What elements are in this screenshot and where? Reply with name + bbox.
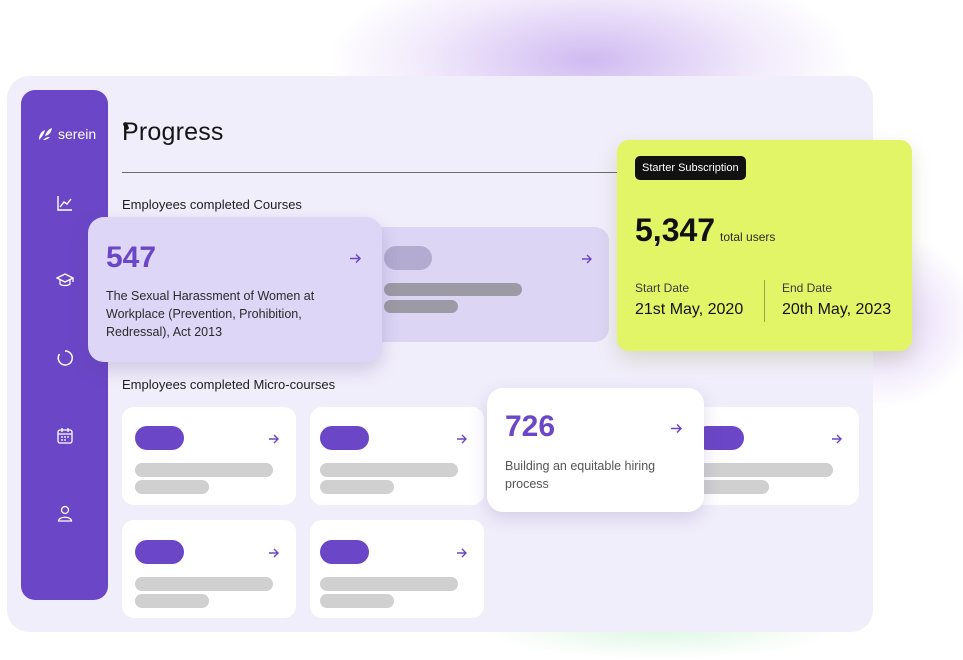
total-users-label: total users (720, 230, 776, 244)
featured-micro-course-card[interactable]: 726 Building an equitable hiring process (487, 388, 704, 512)
total-users-count: 5,347 (635, 212, 716, 248)
user-icon[interactable] (56, 504, 74, 522)
featured-course-card[interactable]: 547 The Sexual Harassment of Women at Wo… (88, 217, 382, 362)
placeholder-pill (320, 426, 369, 450)
placeholder-line (320, 594, 394, 608)
subscription-card: Starter Subscription 5,347 total users S… (617, 140, 912, 351)
micro-course-card[interactable] (122, 407, 296, 505)
brand-logo[interactable]: serein (37, 126, 96, 142)
arrow-right-icon[interactable] (349, 253, 362, 264)
arrow-right-icon[interactable] (456, 434, 468, 444)
end-date-value: 20th May, 2023 (782, 301, 892, 318)
arrow-right-icon[interactable] (670, 423, 683, 434)
date-separator (764, 280, 765, 322)
placeholder-line (384, 300, 458, 313)
micro-course-title: Building an equitable hiring process (505, 459, 656, 491)
placeholder-line (135, 577, 273, 591)
micro-course-card[interactable] (685, 407, 859, 505)
arrow-right-icon[interactable] (268, 434, 280, 444)
subscription-badge: Starter Subscription (635, 156, 746, 180)
calendar-icon[interactable] (56, 427, 74, 445)
micro-course-card[interactable] (310, 520, 484, 618)
placeholder-line (135, 463, 273, 477)
brand-name: serein (58, 126, 97, 142)
end-date-label: End Date (782, 281, 833, 295)
start-date-value: 21st May, 2020 (635, 301, 744, 318)
course-completion-count: 547 (106, 241, 157, 274)
placeholder-line (320, 577, 458, 591)
page-title: Progress (122, 118, 224, 146)
arrow-right-icon[interactable] (831, 434, 843, 444)
placeholder-line (135, 480, 209, 494)
title-divider (122, 172, 622, 173)
placeholder-pill (135, 426, 184, 450)
placeholder-line (320, 480, 394, 494)
placeholder-line (695, 463, 833, 477)
chart-icon[interactable] (56, 194, 74, 212)
placeholder-line (135, 594, 209, 608)
placeholder-line (320, 463, 458, 477)
arrow-right-icon[interactable] (268, 548, 280, 558)
course-title: The Sexual Harassment of Women at Workpl… (106, 289, 315, 339)
graduation-cap-icon[interactable] (56, 271, 74, 289)
leaf-logo-icon (39, 128, 52, 140)
courses-heading: Employees completed Courses (122, 197, 302, 212)
placeholder-line (384, 283, 522, 296)
arrow-right-icon[interactable] (581, 254, 593, 264)
placeholder-pill (320, 540, 369, 564)
start-date-label: Start Date (635, 281, 690, 295)
micro-course-card[interactable] (310, 407, 484, 505)
micro-course-card[interactable] (122, 520, 296, 618)
placeholder-pill (135, 540, 184, 564)
arrow-right-icon[interactable] (456, 548, 468, 558)
progress-ring-icon[interactable] (56, 349, 74, 367)
micro-courses-heading: Employees completed Micro-courses (122, 377, 336, 392)
placeholder-pill (384, 246, 432, 270)
placeholder-line (695, 480, 769, 494)
placeholder-course-card[interactable] (365, 227, 609, 342)
micro-course-completion-count: 726 (505, 410, 556, 443)
